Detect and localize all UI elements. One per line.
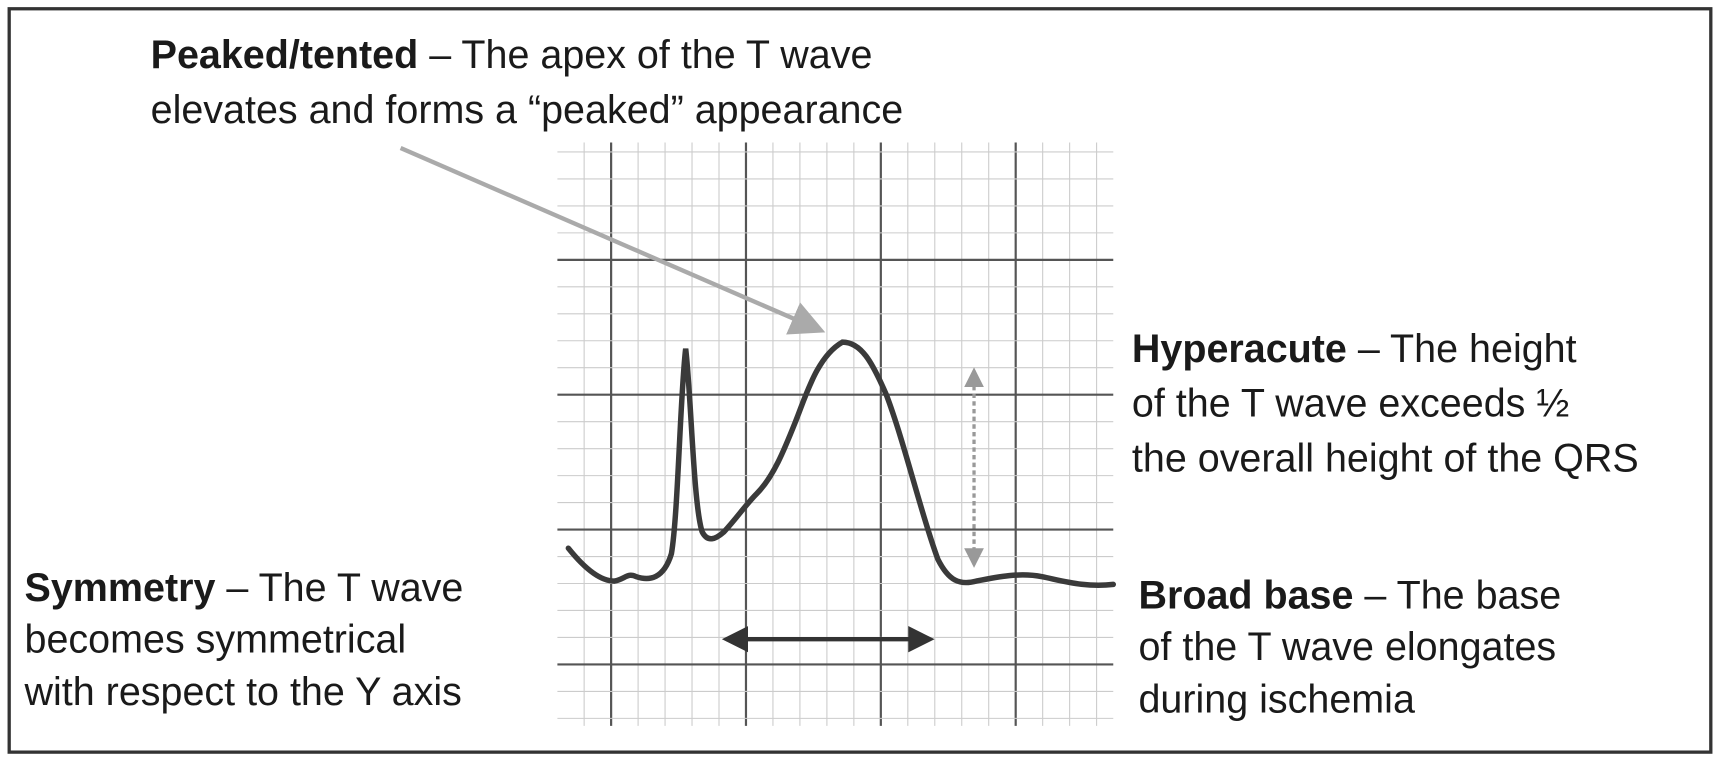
annotation-line: – The height — [1358, 327, 1577, 371]
annotation: Peaked/tented – The apex of the T wave e… — [151, 33, 904, 132]
annotation-line: during ischemia — [1138, 678, 1414, 722]
term: Hyperacute — [1132, 327, 1347, 371]
annotation-line: becomes symmetrical — [25, 617, 407, 661]
ecg-waveform — [565, 339, 1117, 588]
annotation-line: of the T wave exceeds ½ — [1132, 382, 1569, 426]
annotation-line: – The T wave — [226, 566, 463, 610]
annotation-line: the overall height of the QRS — [1132, 436, 1639, 480]
term: Symmetry — [25, 566, 216, 610]
annotation-line: elevates and forms a “peaked” appearance — [151, 88, 904, 132]
annotation-line: of the T wave elongates — [1138, 625, 1556, 669]
annotation: Symmetry – The T wave becomes symmetrica… — [24, 566, 475, 714]
term: Broad base — [1138, 574, 1353, 618]
peaked-arrow — [399, 146, 826, 335]
annotation-line: – The base — [1364, 574, 1561, 618]
annotation-line: with respect to the Y axis — [24, 670, 462, 714]
annotation: Hyperacute – The height of the T wave ex… — [1132, 327, 1639, 481]
frame — [7, 7, 1713, 754]
annotation-line: – The apex of the T wave — [429, 33, 872, 77]
term: Peaked/tented — [151, 33, 419, 77]
annotation: Broad base – The base of the T wave elon… — [1138, 574, 1572, 722]
